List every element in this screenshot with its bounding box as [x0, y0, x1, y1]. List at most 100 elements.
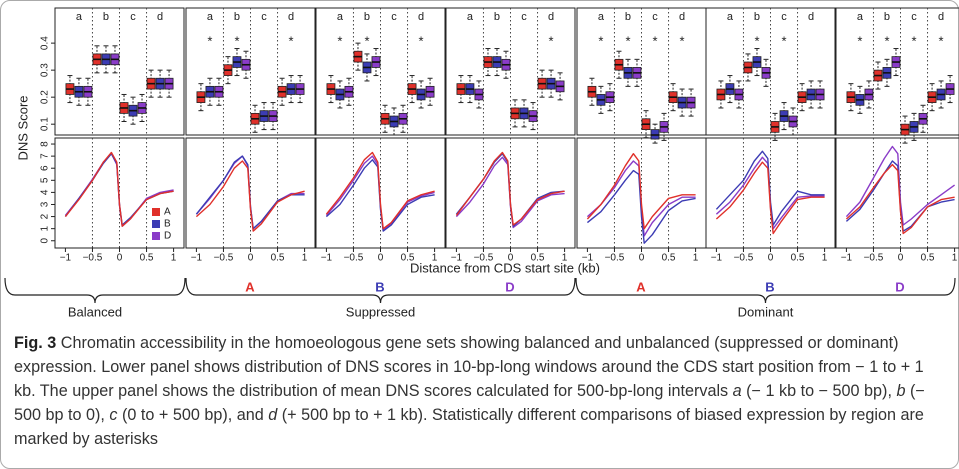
- y-tick-label: 0.3: [40, 63, 51, 77]
- x-tick-label: −1: [841, 253, 853, 264]
- caption-text: Chromatin accessibility in the homoeolog…: [14, 334, 924, 400]
- caption-text: a: [732, 382, 742, 400]
- x-tick-label: −1: [451, 253, 463, 264]
- significance-mark: *: [364, 33, 369, 48]
- x-tick-label: −0.5: [474, 253, 494, 264]
- region-label: d: [679, 11, 685, 23]
- group-brace: [575, 277, 956, 304]
- caption-text: (+ 500 bp to + 1 kb). Statistically diff…: [14, 406, 924, 448]
- group-label: Dominant: [738, 304, 794, 319]
- y-tick-label: 5: [40, 177, 51, 183]
- dns-curve: [325, 151, 435, 230]
- significance-mark: *: [884, 33, 889, 48]
- region-label: c: [261, 11, 267, 23]
- x-tick-label: −1: [711, 253, 723, 264]
- x-tick-label: 0.5: [140, 253, 154, 264]
- region-label: b: [754, 11, 760, 23]
- x-tick-label: 1: [562, 253, 568, 264]
- y-tick-label: 6: [40, 165, 51, 171]
- significance-mark: *: [625, 33, 630, 48]
- x-tick-label: 1: [693, 253, 699, 264]
- y-tick-label: 4: [40, 189, 51, 195]
- region-label: c: [521, 11, 527, 23]
- region-label: d: [808, 11, 814, 23]
- x-tick-label: −0.5: [605, 253, 625, 264]
- y-tick-label: 1: [40, 225, 51, 231]
- x-tick-label: −0.5: [214, 253, 234, 264]
- x-tick-label: 0: [639, 253, 645, 264]
- dns-curve: [715, 161, 825, 235]
- x-tick-label: −0.5: [344, 253, 364, 264]
- dns-curve: [195, 160, 305, 232]
- x-tick-label: 0: [898, 253, 904, 264]
- panel-frame: [576, 7, 707, 136]
- panel-frame: [315, 7, 446, 136]
- dns-curve: [586, 169, 696, 244]
- x-tick-label: −0.5: [83, 253, 103, 264]
- x-tick-label: 0.5: [271, 253, 285, 264]
- y-tick-label: 0.1: [40, 117, 51, 131]
- panel-group-label: A: [245, 279, 255, 294]
- x-tick-label: 1: [952, 253, 958, 264]
- x-tick-label: 0: [508, 253, 514, 264]
- group-brace: [4, 277, 186, 304]
- x-tick-label: −1: [191, 253, 203, 264]
- region-label: a: [207, 11, 214, 23]
- region-label: b: [625, 11, 631, 23]
- region-label: a: [598, 11, 605, 23]
- region-label: b: [364, 11, 370, 23]
- region-label: b: [234, 11, 240, 23]
- caption-label: Fig. 3: [14, 334, 57, 352]
- significance-mark: *: [337, 33, 342, 48]
- y-tick-label: 0: [40, 238, 51, 244]
- panel-frame: [705, 7, 836, 136]
- dns-curve: [64, 151, 174, 227]
- group-label: Balanced: [68, 304, 122, 319]
- y-tick-label: 8: [40, 141, 51, 147]
- x-tick-label: 0: [768, 253, 774, 264]
- panel-frame: [445, 7, 576, 136]
- x-tick-label: 0.5: [401, 253, 415, 264]
- group-label: Suppressed: [346, 304, 415, 319]
- dns-curve: [455, 151, 565, 226]
- dns-curve: [586, 153, 696, 230]
- panel-frame: [835, 7, 959, 136]
- x-tick-label: −1: [60, 253, 72, 264]
- x-tick-label: 1: [171, 253, 177, 264]
- region-label: a: [727, 11, 734, 23]
- x-tick-label: 1: [432, 253, 438, 264]
- significance-mark: *: [419, 33, 424, 48]
- x-tick-label: 0.5: [662, 253, 676, 264]
- region-label: a: [76, 11, 83, 23]
- significance-mark: *: [234, 33, 239, 48]
- x-tick-label: 0.5: [921, 253, 935, 264]
- x-tick-label: 0: [378, 253, 384, 264]
- region-label: d: [288, 11, 294, 23]
- figure: DNS Score Distance from CDS start site (…: [4, 7, 959, 319]
- panel-frame: [185, 7, 316, 136]
- caption-text: (0 to + 500 bp), and: [117, 406, 269, 424]
- significance-mark: *: [598, 33, 603, 48]
- legend-swatch: [152, 220, 160, 228]
- x-axis-label: Distance from CDS start site (kb): [410, 260, 600, 275]
- region-label: c: [911, 11, 917, 23]
- x-tick-label: 0: [248, 253, 254, 264]
- panel-group-label: B: [375, 279, 384, 294]
- legend-label: A: [164, 207, 171, 218]
- dns-curve: [455, 156, 565, 229]
- panel-group-label: D: [895, 279, 904, 294]
- region-label: a: [857, 11, 864, 23]
- region-label: b: [494, 11, 500, 23]
- legend-label: B: [164, 219, 171, 230]
- panel-frame: [54, 7, 185, 136]
- region-label: a: [467, 11, 474, 23]
- caption-text: (− 1 kb to − 500 bp),: [741, 382, 897, 400]
- region-label: c: [652, 11, 658, 23]
- caption-text: b: [896, 382, 906, 400]
- significance-mark: *: [781, 33, 786, 48]
- significance-mark: *: [652, 33, 657, 48]
- x-tick-label: 0.5: [531, 253, 545, 264]
- significance-mark: *: [207, 33, 212, 48]
- x-tick-label: 0: [117, 253, 123, 264]
- region-label: c: [781, 11, 787, 23]
